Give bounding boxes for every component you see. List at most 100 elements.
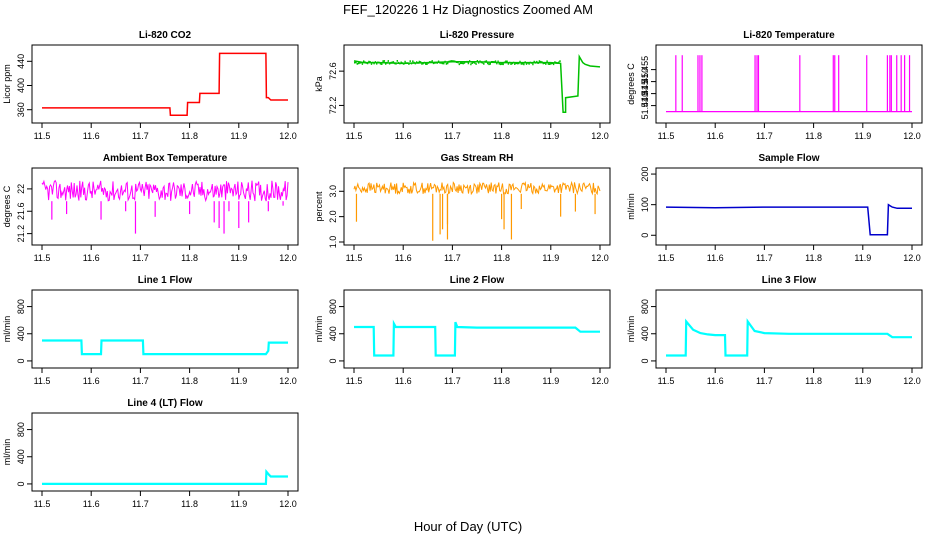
plot-frame (31, 167, 299, 246)
x-tick-label: 11.5 (34, 131, 51, 141)
x-tick-label: 11.9 (230, 253, 247, 263)
y-axis-label: ml/min (2, 439, 12, 466)
x-tick-label: 11.5 (34, 376, 51, 386)
series-line (42, 339, 288, 356)
x-tick-label: 11.9 (854, 253, 871, 263)
x-tick-label: 12.0 (279, 499, 297, 509)
x-tick-label: 11.9 (854, 131, 871, 141)
x-tick-label: 11.9 (854, 376, 871, 386)
panel-6: Sample Flow ml/min 11.5 11.6 11.7 11.8 11.9 12.… (626, 153, 923, 263)
x-tick-label: 11.8 (493, 131, 510, 141)
x-axis-label: Hour of Day (UTC) (414, 519, 522, 534)
panel-title: Line 1 Flow (138, 275, 193, 286)
x-tick-label: 11.7 (132, 499, 149, 509)
x-tick-label: 11.8 (181, 253, 198, 263)
y-tick-label: 400 (16, 78, 26, 93)
x-tick-label: 11.9 (230, 131, 247, 141)
x-tick-label: 11.5 (34, 499, 51, 509)
panel-8: Line 2 Flow ml/min 11.5 11.6 11.7 11.8 11.9 12.… (314, 275, 611, 386)
x-tick-label: 11.7 (132, 376, 149, 386)
x-tick-label: 11.5 (346, 131, 363, 141)
x-tick-label: 11.6 (707, 131, 724, 141)
x-tick-label: 11.5 (658, 131, 675, 141)
panels-group: Li-820 CO2 Licor ppm 11.5 11.6 11.7 11.8 11.9 1… (2, 30, 923, 509)
x-tick-label: 11.9 (542, 131, 559, 141)
y-axis-label: percent (314, 191, 324, 222)
panel-title: Gas Stream RH (441, 153, 514, 164)
x-tick-label: 11.6 (395, 376, 412, 386)
plot-frame (31, 289, 299, 369)
x-tick-label: 11.6 (395, 253, 412, 263)
x-tick-label: 12.0 (903, 131, 921, 141)
panel-2: Li-820 Pressure kPa 11.5 11.6 11.7 11.8 11.9 12… (314, 30, 611, 141)
x-tick-label: 11.9 (230, 499, 247, 509)
x-tick-label: 11.8 (493, 253, 510, 263)
x-tick-label: 11.8 (181, 499, 198, 509)
panel-title: Sample Flow (758, 153, 819, 164)
y-tick-label: 800 (16, 422, 26, 437)
panel-7: Line 1 Flow ml/min 11.5 11.6 11.7 11.8 11.9 12.… (2, 275, 299, 386)
x-tick-label: 12.0 (903, 376, 921, 386)
panel-9: Line 3 Flow ml/min 11.5 11.6 11.7 11.8 11.9 12.… (626, 275, 923, 386)
x-tick-label: 12.0 (591, 131, 609, 141)
panel-title: Line 2 Flow (450, 275, 505, 286)
plot-frame (343, 289, 611, 369)
y-axis-label: ml/min (626, 193, 636, 220)
panel-title: Ambient Box Temperature (103, 153, 228, 164)
panel-title: Li-820 Pressure (440, 30, 515, 41)
x-tick-label: 12.0 (279, 376, 297, 386)
y-tick-label: 0 (640, 233, 650, 238)
x-tick-label: 11.7 (132, 253, 149, 263)
y-axis-label: ml/min (2, 316, 12, 343)
plot-frame (343, 44, 611, 124)
y-axis-label: Licor ppm (2, 64, 12, 104)
x-tick-label: 11.6 (83, 253, 100, 263)
plot-frame (31, 44, 299, 124)
plot-frame (655, 44, 923, 124)
series-noise (354, 60, 561, 66)
x-tick-label: 11.6 (707, 253, 724, 263)
x-tick-label: 11.9 (542, 376, 559, 386)
series-line (354, 319, 600, 357)
x-tick-label: 11.8 (181, 131, 198, 141)
x-tick-label: 11.5 (658, 253, 675, 263)
y-tick-label: 21.2 (16, 225, 26, 243)
x-tick-label: 12.0 (903, 253, 921, 263)
panel-4: Ambient Box Temperature degrees C 11.5 11.6… (2, 153, 299, 263)
y-tick-label: 51.450 (640, 68, 650, 96)
y-tick-label: 72.2 (328, 97, 338, 115)
x-tick-label: 11.7 (444, 376, 461, 386)
panel-5: Gas Stream RH percent 11.5 11.6 11.7 11.8 11.9… (314, 153, 611, 263)
x-tick-label: 11.5 (34, 253, 51, 263)
y-axis-label: ml/min (626, 316, 636, 343)
x-tick-label: 11.5 (346, 253, 363, 263)
x-tick-label: 11.6 (83, 131, 100, 141)
panel-3: Li-820 Temperature degrees C 11.5 11.6 11.7 1… (626, 30, 923, 141)
x-tick-label: 11.9 (230, 376, 247, 386)
y-axis-label: degrees C (2, 185, 12, 227)
y-tick-label: 400 (16, 326, 26, 341)
series-line (42, 52, 288, 116)
y-tick-label: 400 (16, 449, 26, 464)
y-tick-label: 51.440 (640, 92, 650, 120)
x-tick-label: 11.6 (395, 131, 412, 141)
x-tick-label: 11.8 (181, 376, 198, 386)
x-tick-label: 12.0 (591, 376, 609, 386)
x-tick-label: 11.8 (493, 376, 510, 386)
x-tick-label: 12.0 (279, 131, 297, 141)
series-line (353, 180, 601, 196)
y-tick-label: 800 (16, 299, 26, 314)
figure-title: FEF_120226 1 Hz Diagnostics Zoomed AM (343, 2, 593, 17)
y-tick-label: 0 (16, 481, 26, 486)
panel-title: Li-820 Temperature (743, 30, 835, 41)
y-tick-label: 0 (328, 358, 338, 363)
x-tick-label: 11.6 (707, 376, 724, 386)
y-tick-label: 360 (16, 102, 26, 117)
y-tick-label: 2.0 (328, 210, 338, 223)
x-tick-label: 11.5 (346, 376, 363, 386)
x-tick-label: 12.0 (591, 253, 609, 263)
x-tick-label: 12.0 (279, 253, 297, 263)
x-tick-label: 11.8 (805, 253, 822, 263)
y-tick-label: 51.455 (640, 56, 650, 84)
panel-10: Line 4 (LT) Flow ml/min 11.5 11.6 11.7 11.8 11… (2, 398, 299, 509)
